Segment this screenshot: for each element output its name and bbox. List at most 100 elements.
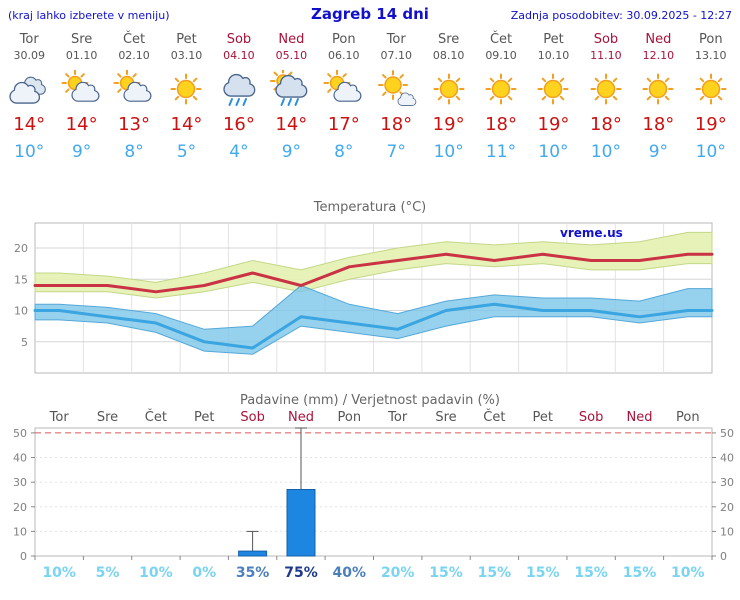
day-date: 10.10 — [537, 49, 570, 62]
day-column[interactable]: Čet 02.10 13° 8° — [108, 32, 160, 162]
day-date: 11.10 — [590, 49, 622, 62]
day-date: 07.10 — [380, 49, 412, 62]
sunny-icon — [160, 70, 212, 108]
svg-text:0: 0 — [20, 550, 27, 563]
precipitation-svg: Tor Sre Čet Pet Sob Ned Pon Tor Sre Čet Pet Sob Ned P… — [13, 409, 734, 581]
day-column[interactable]: Pon 06.10 17° 8° — [318, 32, 370, 162]
precipitation-chart-plot: Tor Sre Čet Pet Sob Ned Pon Tor Sre Čet Pet Sob Ned P… — [0, 408, 740, 582]
svg-text:5: 5 — [21, 336, 28, 349]
precip-probability: 15% — [478, 565, 512, 581]
day-column[interactable]: Sob 11.10 18° 10° — [580, 32, 632, 162]
day-name: Sob — [226, 32, 252, 47]
day-column[interactable]: Pet 03.10 14° 5° — [160, 32, 212, 162]
day-column[interactable]: Sre 08.10 19° 10° — [422, 32, 474, 162]
high-temp: 18° — [589, 114, 622, 135]
high-temp: 16° — [222, 114, 255, 135]
day-name: Sob — [593, 32, 619, 47]
precip-day-label: Sob — [240, 410, 264, 425]
svg-text:20: 20 — [720, 501, 734, 514]
svg-text:10: 10 — [14, 305, 28, 318]
max-temp-range-band — [34, 231, 713, 299]
precip-bar — [238, 550, 268, 557]
precip-day-label: Pon — [338, 410, 362, 425]
day-column[interactable]: Pet 10.10 19° 10° — [527, 32, 579, 162]
precip-probability: 35% — [236, 565, 270, 581]
sunny-icon — [475, 70, 527, 108]
forecast-strip: Tor 30.09 14° 10° Sre 01.10 14° 9° Čet 02.10 13° 8°… — [0, 32, 740, 162]
day-date: 03.10 — [170, 49, 203, 62]
low-temp: 9° — [71, 142, 92, 162]
precip-day-label: Tor — [387, 410, 408, 425]
day-column[interactable]: Sob 04.10 16° 4° — [213, 32, 265, 162]
precip-bar — [286, 489, 316, 557]
precip-probability: 15% — [429, 565, 463, 581]
rain-icon — [213, 70, 265, 108]
svg-text:10: 10 — [720, 525, 734, 538]
high-temp: 14° — [275, 114, 308, 135]
day-date: 04.10 — [223, 49, 255, 62]
day-name: Pon — [698, 32, 723, 47]
precip-day-label: Pon — [676, 410, 700, 425]
low-temp: 10° — [590, 142, 621, 162]
low-temp: 10° — [14, 142, 45, 162]
low-temp: 4° — [229, 142, 249, 162]
day-column[interactable]: Ned 12.10 18° 9° — [632, 32, 684, 162]
precip-probability: 40% — [333, 565, 367, 581]
page-title: Zagreb 14 dni — [311, 5, 429, 23]
watermark: vreme.us — [560, 226, 623, 240]
day-date: 05.10 — [275, 49, 308, 62]
day-name: Pon — [331, 32, 356, 47]
precip-probability: 75% — [284, 565, 318, 581]
day-name: Čet — [122, 32, 146, 47]
high-temp: 13° — [118, 114, 151, 135]
day-date: 06.10 — [328, 49, 360, 62]
low-temp: 10° — [433, 142, 464, 162]
day-column[interactable]: Tor 07.10 18° 7° — [370, 32, 422, 162]
min-temp-range-band — [34, 284, 713, 355]
day-name: Sre — [437, 32, 460, 47]
sunny-icon — [422, 70, 474, 108]
precip-probability: 15% — [526, 565, 560, 581]
temperature-svg: 5 10 15 20 vreme.us — [14, 222, 714, 374]
day-column[interactable]: Tor 30.09 14° 10° — [3, 32, 55, 162]
precip-probability: 5% — [96, 565, 120, 581]
day-date: 08.10 — [432, 49, 465, 62]
svg-text:50: 50 — [720, 427, 734, 440]
svg-text:40: 40 — [720, 452, 734, 465]
max-temp-line — [33, 252, 714, 294]
svg-text:0: 0 — [720, 550, 727, 563]
precip-probability: 10% — [671, 565, 705, 581]
day-column[interactable]: Ned 05.10 14° 9° — [265, 32, 317, 162]
svg-text:20: 20 — [13, 501, 27, 514]
header-bar: (kraj lahko izberete v meniju) Zagreb 14… — [0, 0, 740, 23]
high-temp: 14° — [65, 114, 98, 135]
svg-text:30: 30 — [13, 476, 27, 489]
day-date: 02.10 — [118, 49, 150, 62]
day-column[interactable]: Čet 09.10 18° 11° — [475, 32, 527, 162]
precip-day-label: Čet — [483, 409, 505, 425]
day-name: Pet — [176, 32, 197, 47]
low-temp: 8° — [334, 142, 354, 162]
sunny-icon — [580, 70, 632, 108]
precipitation-chart: Padavine (mm) / Verjetnost padavin (%) T… — [0, 393, 740, 582]
svg-text:15: 15 — [14, 273, 28, 286]
low-temp: 11° — [485, 142, 517, 162]
precip-day-label: Pet — [533, 410, 553, 425]
svg-text:20: 20 — [14, 242, 28, 255]
precip-probability: 15% — [623, 565, 657, 581]
day-date: 12.10 — [642, 49, 675, 62]
partly-cloudy-icon — [55, 70, 107, 108]
day-name: Ned — [645, 32, 672, 47]
day-column[interactable]: Pon 13.10 19° 10° — [685, 32, 737, 162]
precip-day-label: Pet — [194, 410, 214, 425]
day-date: 30.09 — [13, 49, 45, 62]
precip-probability: 10% — [139, 565, 173, 581]
sunny-icon — [527, 70, 579, 108]
precip-day-label: Ned — [627, 410, 653, 425]
day-column[interactable]: Sre 01.10 14° 9° — [55, 32, 107, 162]
low-temp: 7° — [386, 142, 406, 162]
precip-day-label: Tor — [49, 410, 70, 425]
precipitation-chart-title: Padavine (mm) / Verjetnost padavin (%) — [240, 393, 500, 408]
temperature-chart-title: Temperatura (°C) — [313, 200, 427, 215]
precip-day-label: Ned — [288, 410, 314, 425]
